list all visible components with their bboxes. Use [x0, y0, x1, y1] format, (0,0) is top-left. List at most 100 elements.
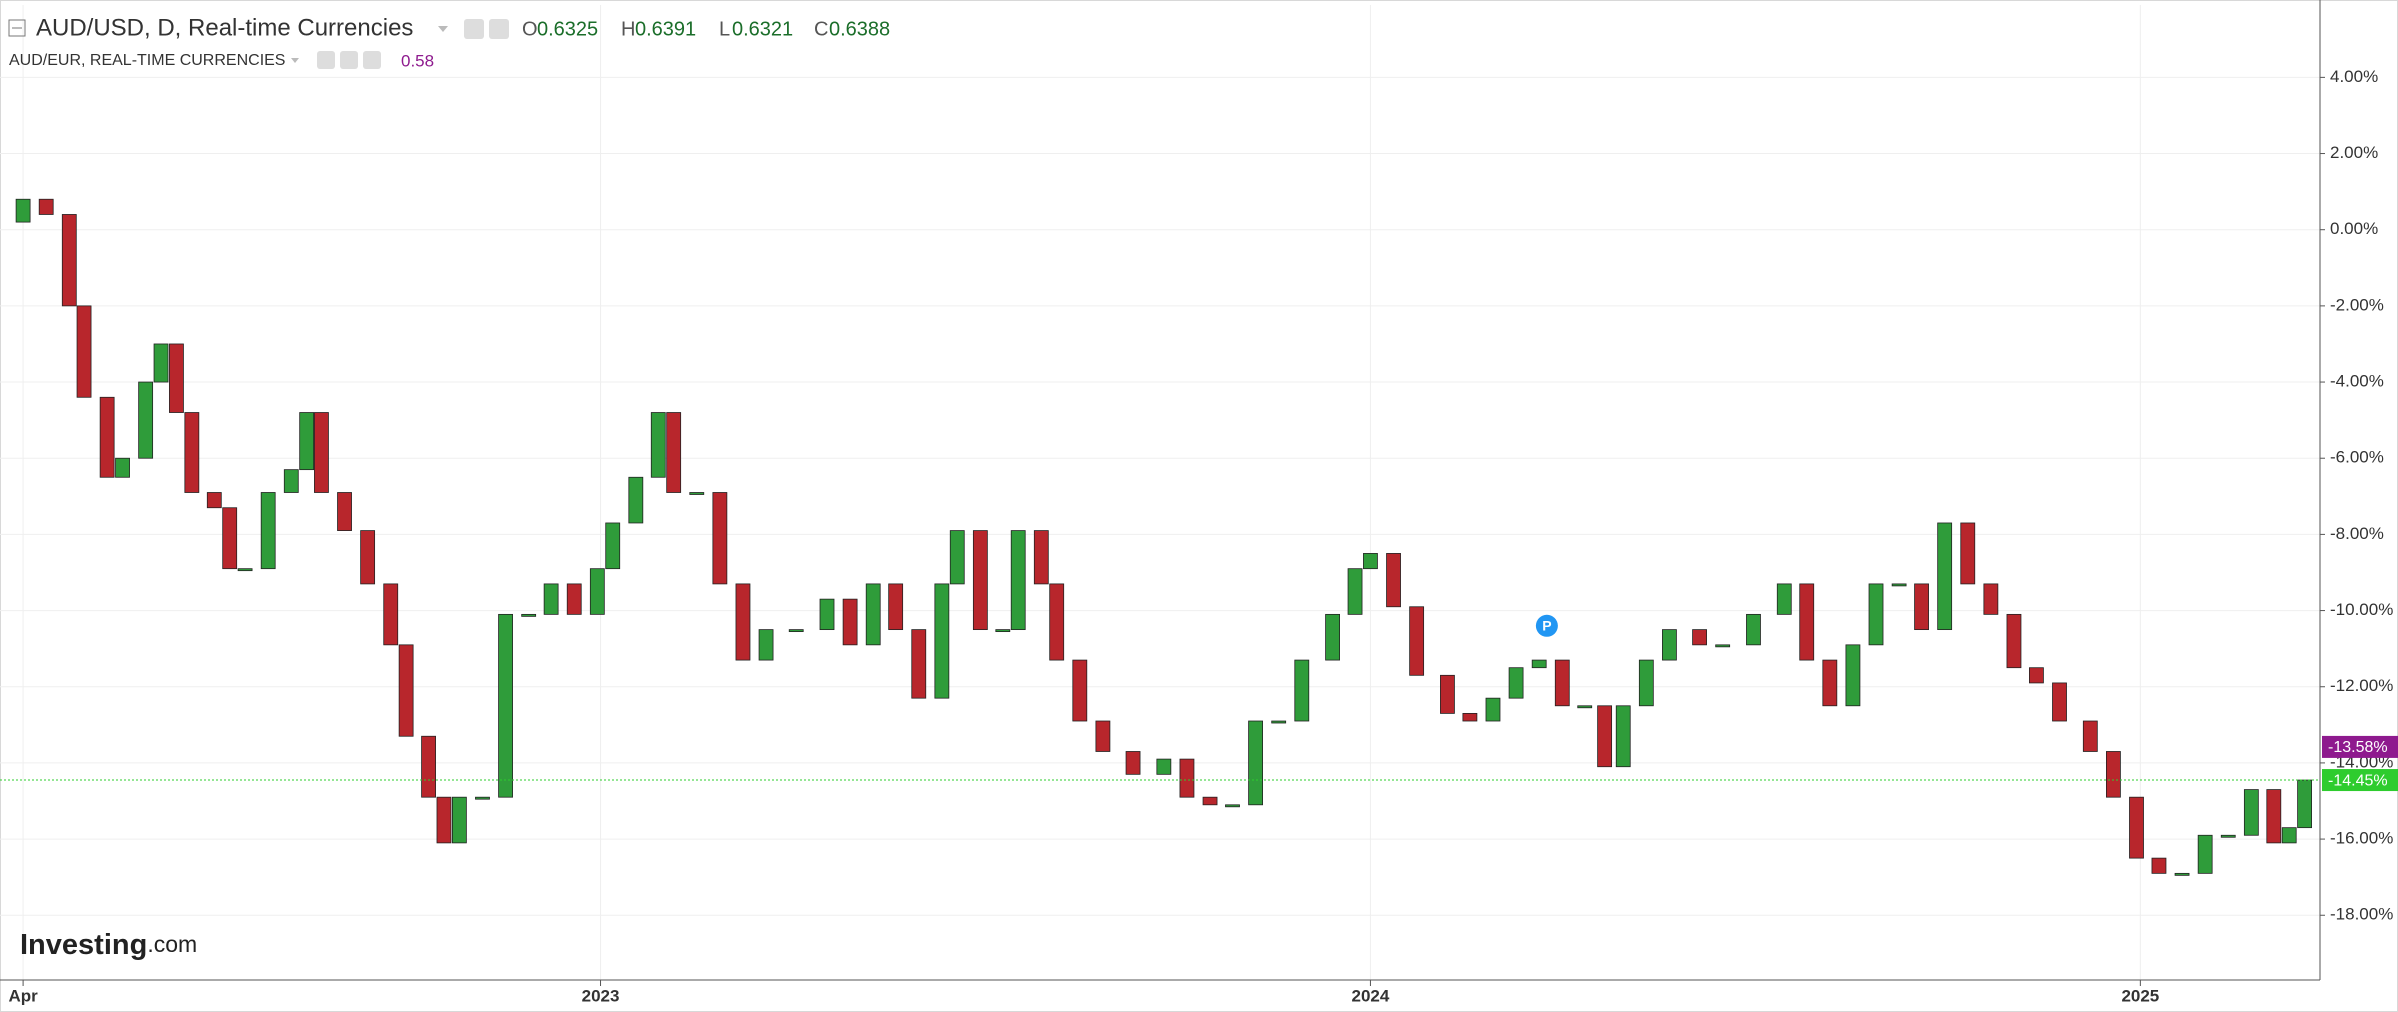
y-tick-label: 4.00%: [2330, 67, 2378, 86]
logo-brand: Investing: [20, 929, 147, 961]
candle-body: [1156, 758, 1172, 775]
candle-body: [628, 476, 644, 524]
candle-body: [650, 412, 666, 478]
legend-value: 0.58: [401, 51, 434, 70]
candle-body: [1914, 583, 1929, 631]
candle-body: [689, 492, 705, 495]
candle-body: [475, 796, 490, 800]
candle-body: [735, 583, 751, 661]
last-value-box: [2322, 735, 2398, 758]
candle-body: [283, 469, 299, 493]
y-tick-label: 2.00%: [2330, 143, 2378, 162]
candle-body: [521, 613, 537, 617]
candle-body: [1937, 522, 1953, 631]
axes: 4.00% 2.00% 0.00% -2.00% -4.00% -6.00% -8.00% -…: [8, 67, 2398, 1005]
candle-body: [2266, 789, 2282, 844]
candle-body: [788, 629, 804, 633]
logo-suffix: .com: [147, 931, 197, 957]
y-tick-label: -18.00%: [2330, 905, 2393, 924]
candle-body: [1776, 583, 1792, 615]
candle-body: [1462, 712, 1478, 722]
candle-body: [1554, 659, 1570, 707]
candle-body: [865, 583, 881, 646]
candle-body: [260, 492, 276, 570]
settings-icon[interactable]: [464, 19, 484, 39]
ohlc-key: C: [814, 18, 828, 40]
candle-body: [1202, 796, 1218, 806]
candle-body: [934, 583, 950, 699]
candle-body: [2220, 834, 2236, 838]
close-icon[interactable]: [363, 51, 381, 69]
ohlc-key: H: [621, 18, 635, 40]
legend-entry: AUD/EUR, REAL-TIME CURRENCIES: [9, 52, 285, 69]
main-title: AUD/USD, D, Real-time Currencies: [36, 14, 413, 41]
dropdown-icon[interactable]: [438, 26, 448, 32]
dropdown-icon[interactable]: [291, 58, 299, 63]
candle-body: [1033, 530, 1049, 585]
ohlc-key: O: [522, 18, 538, 40]
candle-body: [222, 507, 238, 570]
candle-body: [911, 629, 927, 699]
candle-body: [995, 629, 1011, 633]
candle-body: [1294, 659, 1310, 722]
candle-body: [1440, 674, 1455, 714]
candle-body: [1325, 613, 1340, 661]
candle-body: [1638, 659, 1654, 707]
candle-body: [2006, 613, 2022, 669]
y-tick-label: -12.00%: [2330, 676, 2393, 695]
candle-body: [1799, 583, 1815, 661]
x-tick-label: 2025: [2121, 986, 2159, 1005]
candle-body: [1010, 530, 1026, 631]
candle-body: [1347, 568, 1363, 615]
candle-body: [2029, 667, 2044, 684]
candle-body: [337, 492, 352, 531]
candle-body: [115, 457, 130, 478]
candle-body: [543, 583, 559, 615]
candle-body: [498, 613, 513, 798]
candle-body: [589, 568, 605, 615]
candle-body: [299, 412, 315, 471]
candle-body: [421, 735, 436, 798]
y-tick-label: -2.00%: [2330, 295, 2384, 314]
y-tick-label: -10.00%: [2330, 600, 2393, 619]
candle-body: [666, 412, 682, 493]
candle-body: [383, 583, 399, 646]
candle-body: [2281, 827, 2297, 844]
y-tick-label: -6.00%: [2330, 448, 2384, 467]
candle-body: [1692, 629, 1707, 646]
y-tick-label: 0.00%: [2330, 219, 2378, 238]
candle-body: [1271, 720, 1287, 724]
candle-body: [153, 343, 169, 383]
y-tick-label: -4.00%: [2330, 372, 2384, 391]
candle-body: [436, 796, 452, 844]
candle-body: [1386, 553, 1401, 608]
candle-body: [2106, 751, 2121, 798]
candle-body: [1409, 606, 1425, 676]
candle-body: [2151, 857, 2167, 874]
candle-body: [61, 214, 77, 307]
candle-body: [15, 198, 31, 223]
candle-body: [605, 522, 621, 570]
settings-icon[interactable]: [489, 19, 509, 39]
y-tick-label: -8.00%: [2330, 524, 2384, 543]
candle-body: [1615, 705, 1631, 768]
collapse-icon[interactable]: [8, 19, 26, 37]
plot: P: [0, 198, 2320, 876]
candle-body: [1746, 613, 1761, 646]
candle-body: [169, 343, 184, 413]
candle-body: [1891, 583, 1907, 587]
candle-body: [566, 583, 582, 615]
candle-body: [314, 412, 329, 493]
candle-body: [712, 492, 728, 585]
settings-icon[interactable]: [340, 51, 358, 69]
candle-body: [1125, 751, 1141, 775]
candle-body: [1049, 583, 1065, 661]
settings-icon[interactable]: [317, 51, 335, 69]
candle-body: [1248, 720, 1263, 806]
y-tick-label: -16.00%: [2330, 829, 2393, 848]
annotation-marker: [1535, 614, 1558, 637]
candle-body: [819, 598, 835, 631]
candle-body: [1072, 659, 1088, 722]
candle-body: [1715, 644, 1731, 648]
